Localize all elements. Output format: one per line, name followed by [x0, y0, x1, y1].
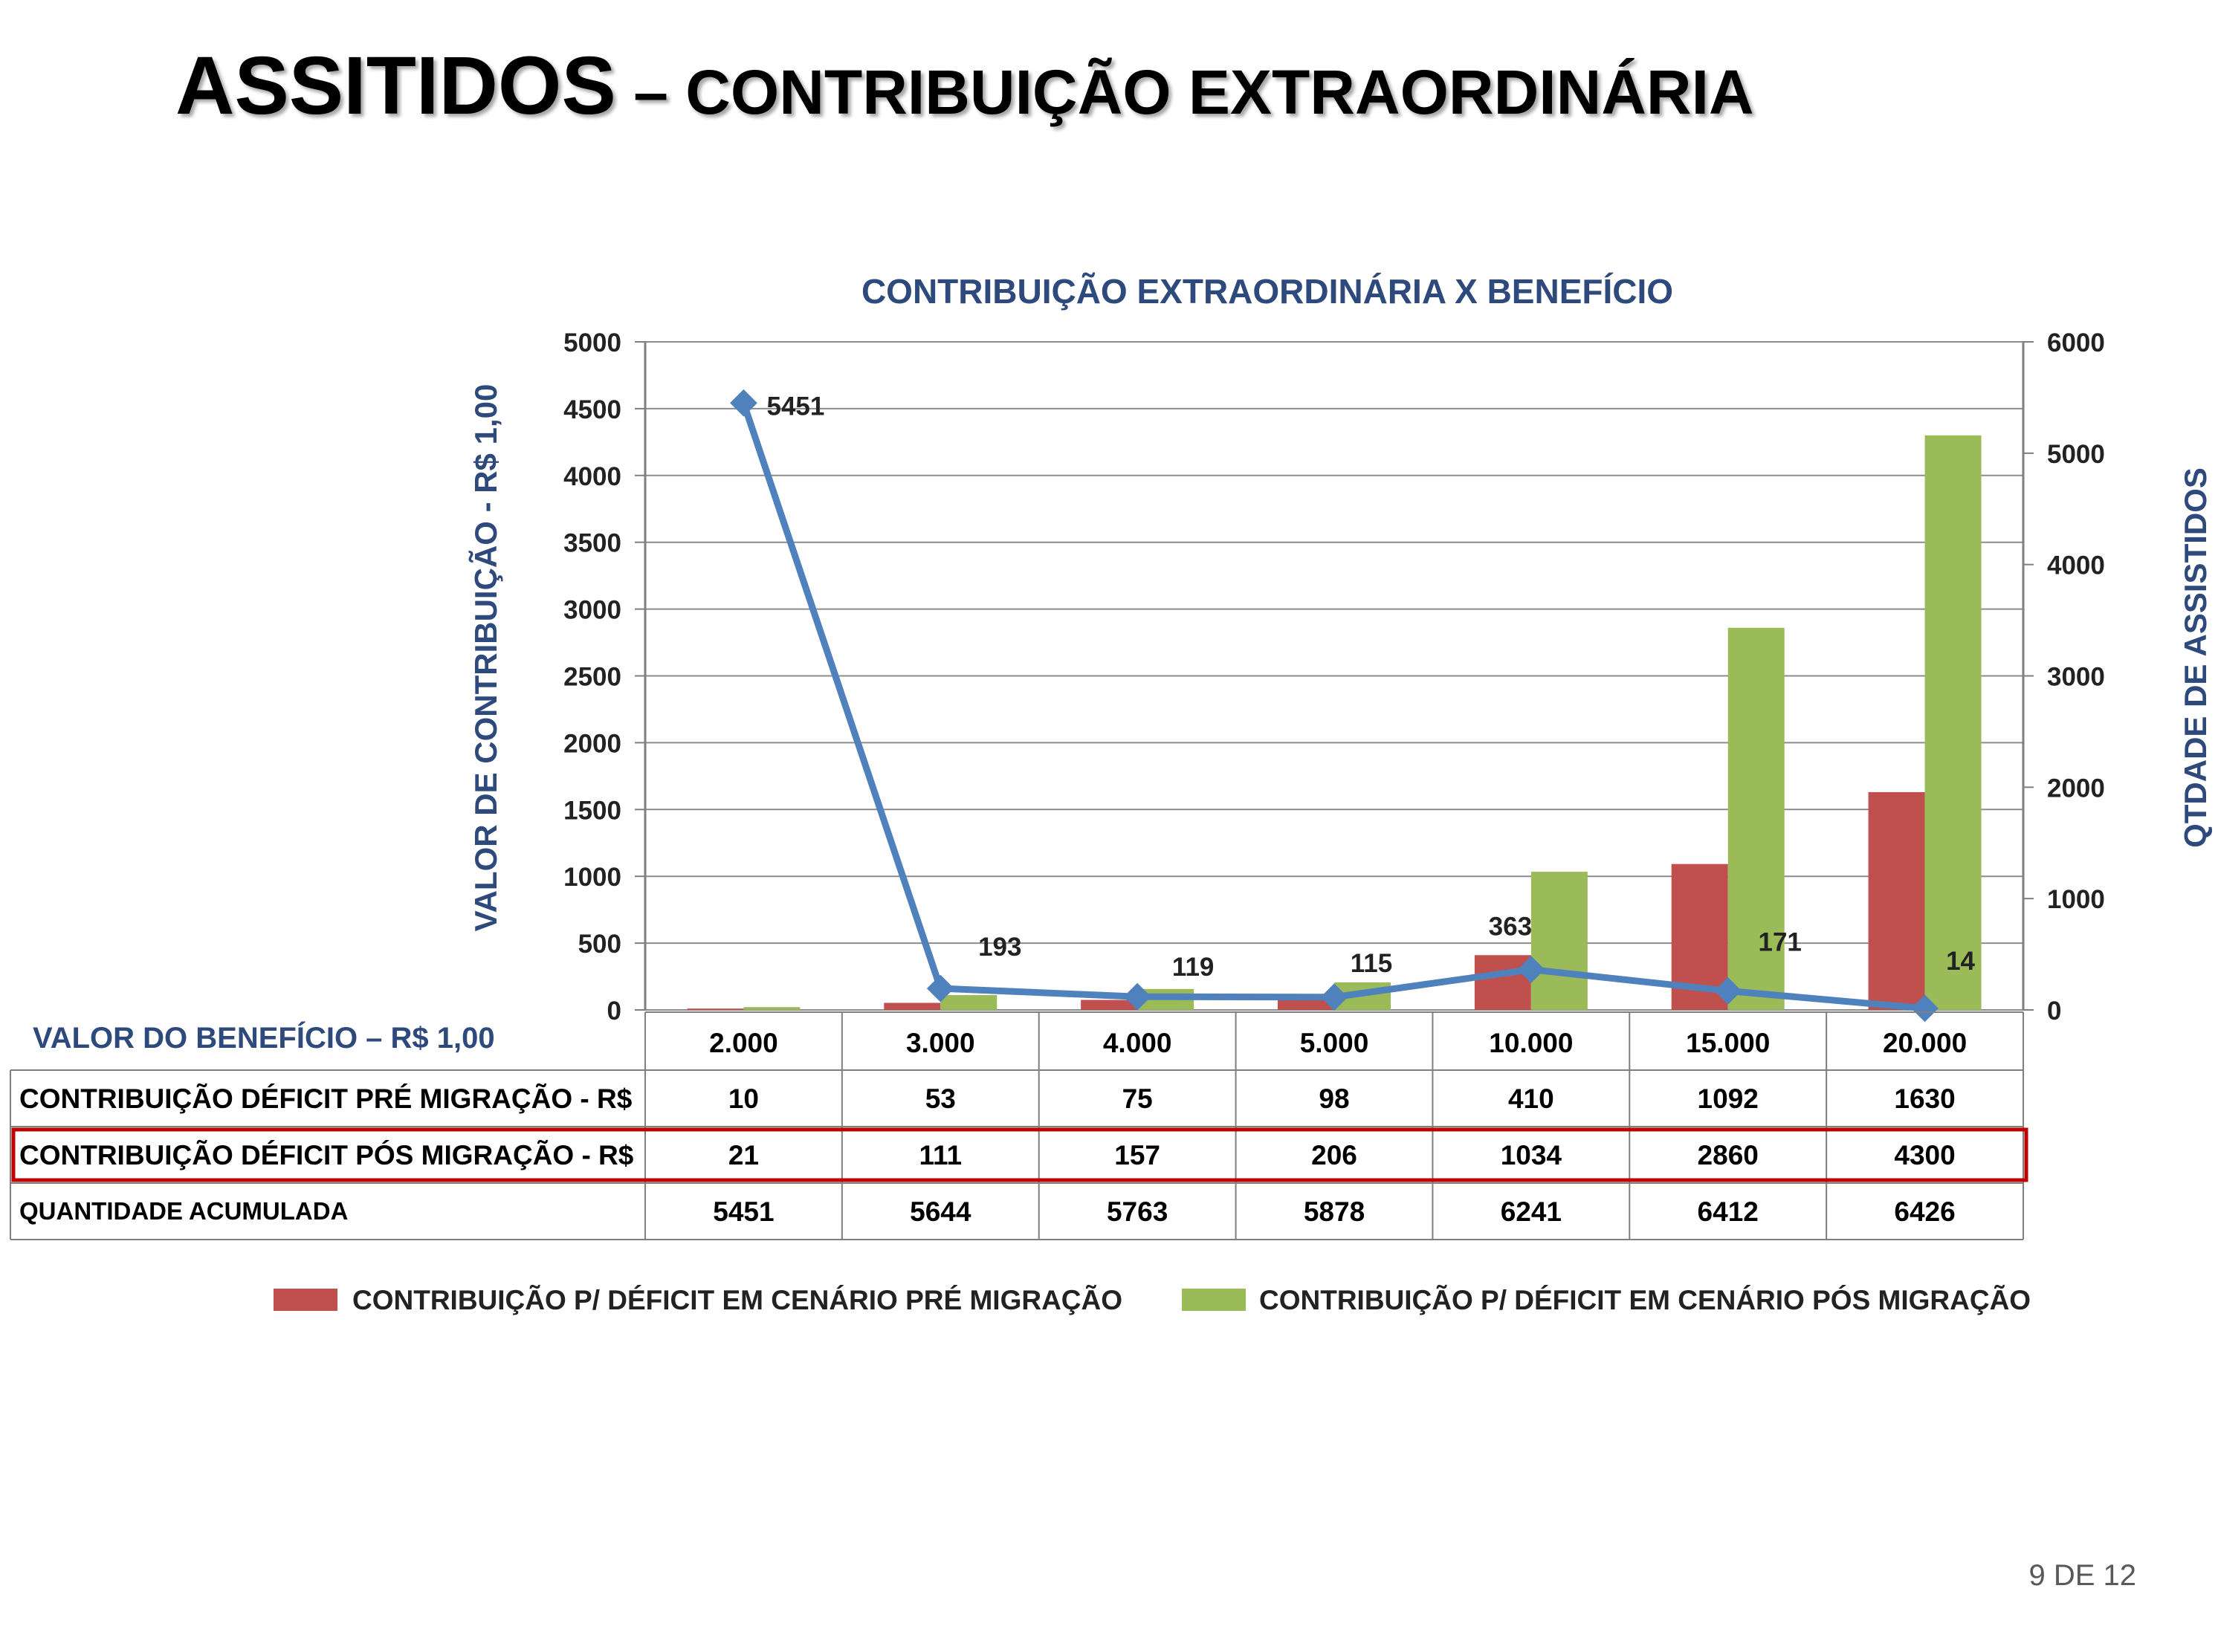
slide-title-rest: – CONTRIBUIÇÃO EXTRAORDINÁRIA	[615, 57, 1754, 127]
bar-pre-2.000	[687, 1008, 744, 1010]
table-row-label: QUANTIDADE ACUMULADA	[19, 1197, 348, 1225]
line-data-label: 193	[978, 933, 1021, 962]
table-cell: 5878	[1304, 1196, 1365, 1227]
legend-swatch-pre	[274, 1289, 337, 1311]
bar-pre-4.000	[1081, 1000, 1138, 1010]
y-tick-label: 3000	[563, 596, 621, 625]
bar-pre-10.000	[1474, 955, 1531, 1010]
table-row-label: CONTRIBUIÇÃO DÉFICIT PÓS MIGRAÇÃO - R$	[19, 1139, 634, 1170]
y2-tick-label: 2000	[2047, 774, 2105, 803]
line-point	[1714, 976, 1742, 1005]
slide-title-main: ASSITIDOS	[175, 40, 616, 132]
slide-title: ASSITIDOS – CONTRIBUIÇÃO EXTRAORDINÁRIA	[175, 39, 1754, 133]
line-data-label: 171	[1759, 927, 1802, 956]
table-cell: 2860	[1698, 1140, 1759, 1170]
y-tick-label: 2500	[563, 663, 621, 692]
legend-swatch-pos	[1182, 1289, 1246, 1311]
y-tick-label: 500	[578, 930, 621, 959]
x-category-label: 15.000	[1686, 1028, 1770, 1058]
y-tick-label: 4000	[563, 462, 621, 491]
table-cell: 21	[728, 1140, 759, 1170]
table-cell: 6412	[1698, 1196, 1759, 1227]
y-tick-label: 5000	[563, 328, 621, 357]
line-point	[1517, 956, 1545, 983]
bar-pos-3.000	[940, 995, 998, 1010]
x-category-label: 20.000	[1883, 1028, 1967, 1058]
table-cell: 6241	[1501, 1196, 1562, 1227]
y2-tick-label: 4000	[2047, 551, 2105, 580]
table-cell: 75	[1122, 1083, 1153, 1114]
bar-pos-10.000	[1530, 872, 1588, 1010]
legend-label-pre: CONTRIBUIÇÃO P/ DÉFICIT EM CENÁRIO PRÉ M…	[352, 1284, 1122, 1315]
y-tick-label: 1000	[563, 863, 621, 892]
table-cell: 1630	[1894, 1083, 1955, 1114]
line-data-label: 5451	[766, 392, 824, 421]
y-axis-title: VALOR DE CONTRIBUIÇÃO - R$ 1,00	[468, 384, 503, 932]
highlight-box	[11, 1127, 2028, 1182]
table-cell: 206	[1311, 1140, 1357, 1170]
line-point	[1320, 983, 1348, 1011]
table-row-label: CONTRIBUIÇÃO DÉFICIT PRÉ MIGRAÇÃO - R$	[19, 1083, 633, 1114]
bar-pos-20.000	[1924, 435, 1982, 1010]
line-point	[1911, 994, 1939, 1023]
line-point	[926, 974, 954, 1002]
page-number: 9 DE 12	[2028, 1559, 2136, 1592]
line-point	[1123, 982, 1151, 1011]
bar-pos-2.000	[743, 1007, 801, 1010]
table-cell: 10	[728, 1083, 759, 1114]
y-tick-label: 3500	[563, 529, 621, 558]
table-cell: 53	[925, 1083, 956, 1114]
line-data-label: 14	[1946, 947, 1975, 976]
table-cell: 5644	[910, 1196, 971, 1227]
legend-label-pos: CONTRIBUIÇÃO P/ DÉFICIT EM CENÁRIO PÓS M…	[1259, 1284, 2031, 1315]
chart-title: CONTRIBUIÇÃO EXTRAORDINÁRIA X BENEFÍCIO	[861, 272, 1673, 311]
table-cell: 157	[1114, 1140, 1160, 1170]
table-cell: 6426	[1894, 1196, 1955, 1227]
y-tick-label: 1500	[563, 796, 621, 825]
line-data-label: 115	[1351, 949, 1392, 978]
y2-axis-title: QTDADE DE ASSISTIDOS	[2178, 467, 2213, 848]
x-category-label: 2.000	[709, 1028, 778, 1058]
y2-tick-label: 6000	[2047, 328, 2105, 357]
bar-pre-3.000	[884, 1002, 941, 1010]
line-point	[730, 389, 757, 417]
table-cell: 1092	[1698, 1083, 1759, 1114]
x-category-label: 5.000	[1300, 1028, 1369, 1058]
table-cell: 5763	[1107, 1196, 1168, 1227]
line-data-label: 119	[1172, 953, 1214, 982]
table-cell: 1034	[1501, 1140, 1562, 1170]
table-cell: 98	[1319, 1083, 1349, 1114]
y2-tick-label: 5000	[2047, 440, 2105, 469]
y2-tick-label: 0	[2047, 997, 2061, 1026]
x-category-label: 10.000	[1489, 1028, 1573, 1058]
table-cell: 4300	[1894, 1140, 1955, 1170]
bar-pre-20.000	[1868, 791, 1925, 1010]
table-cell: 410	[1508, 1083, 1554, 1114]
line-data-label: 363	[1489, 913, 1532, 942]
y2-tick-label: 3000	[2047, 663, 2105, 692]
y-tick-label: 4500	[563, 395, 621, 424]
y-tick-label: 2000	[563, 729, 621, 758]
x-category-label: 3.000	[906, 1028, 975, 1058]
x-axis-title: VALOR DO BENEFÍCIO – R$ 1,00	[33, 1021, 495, 1055]
table-cell: 5451	[713, 1196, 774, 1227]
table-cell: 111	[919, 1140, 962, 1170]
y-tick-label: 0	[607, 997, 621, 1026]
x-category-label: 4.000	[1103, 1028, 1172, 1058]
bar-pos-15.000	[1727, 627, 1785, 1010]
y2-tick-label: 1000	[2047, 885, 2105, 914]
